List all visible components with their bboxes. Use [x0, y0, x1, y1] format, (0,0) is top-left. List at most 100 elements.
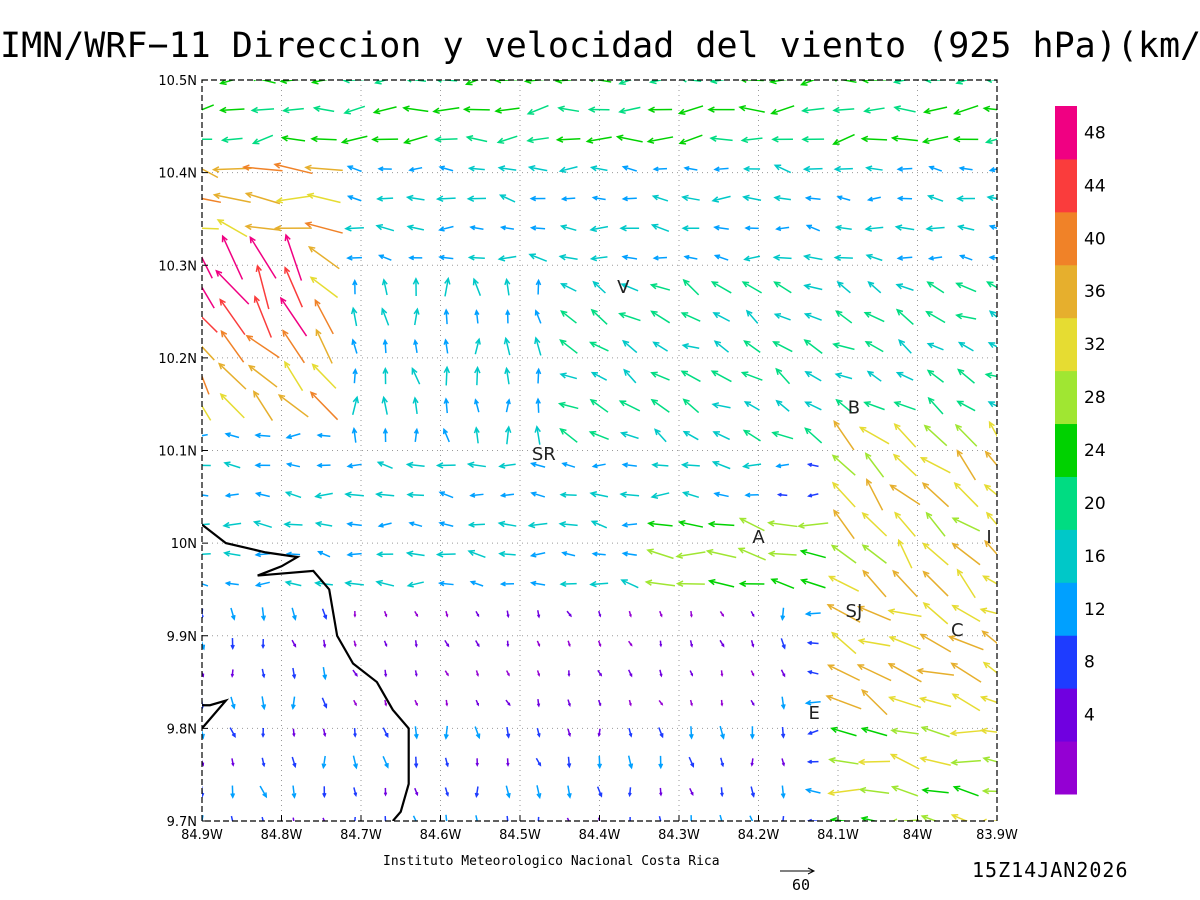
wind-vector: [344, 491, 364, 498]
wind-vector: [377, 254, 392, 261]
wind-vector: [890, 135, 919, 142]
wind-vector: [928, 165, 943, 172]
wind-vector: [505, 309, 511, 324]
wind-vector: [506, 640, 510, 648]
wind-vector: [590, 308, 608, 325]
wind-vector: [681, 225, 700, 232]
wind-vector: [405, 194, 425, 202]
wind-vector: [202, 404, 212, 421]
wind-vector: [346, 195, 362, 202]
wind-vector: [414, 610, 419, 618]
wind-vector: [244, 191, 281, 205]
city-label: E: [808, 703, 819, 724]
wind-vector: [202, 197, 222, 204]
wind-vector: [769, 80, 788, 85]
wind-vector: [282, 329, 306, 364]
colorbar-label: 24: [1084, 441, 1106, 461]
wind-vector: [832, 342, 855, 351]
wind-vector: [893, 422, 917, 448]
wind-vector: [893, 400, 916, 411]
wind-vector: [309, 276, 339, 299]
wind-vector: [202, 374, 210, 395]
wind-vector: [414, 699, 418, 707]
wind-vector: [536, 670, 541, 677]
wind-vector: [587, 106, 610, 113]
wind-vector: [832, 106, 855, 114]
wind-vector: [658, 815, 662, 821]
wind-vector: [467, 165, 485, 172]
wind-vector: [413, 307, 420, 326]
wind-vector: [956, 224, 975, 231]
reference-vector: [780, 867, 816, 875]
wind-vector: [354, 816, 356, 821]
wind-vector: [273, 162, 313, 175]
wind-vector: [982, 575, 997, 585]
wind-vector: [229, 727, 236, 739]
y-tick-label: 9.8N: [167, 722, 197, 737]
x-tick-label: 84W: [903, 828, 933, 843]
wind-vector: [497, 255, 517, 262]
wind-vector: [780, 727, 786, 739]
wind-vector: [650, 371, 670, 381]
wind-vector: [322, 786, 327, 799]
wind-vector: [499, 492, 515, 498]
wind-vector: [592, 280, 606, 294]
wind-vector: [467, 521, 485, 528]
wind-vector: [597, 640, 602, 648]
wind-vector: [559, 580, 577, 588]
colorbar-segment: [1055, 635, 1077, 689]
wind-vector: [245, 334, 280, 359]
wind-vector: [281, 106, 304, 114]
wind-vector: [321, 755, 327, 770]
wind-vector: [202, 227, 219, 230]
wind-vector: [856, 664, 892, 682]
wind-vector: [927, 396, 944, 415]
wind-vector: [535, 397, 541, 413]
wind-vector: [644, 579, 676, 587]
wind-vector: [413, 726, 419, 740]
wind-vector: [230, 696, 236, 710]
wind-vector: [737, 547, 766, 561]
wind-vector: [950, 662, 982, 683]
wind-vector: [414, 670, 418, 677]
wind-vector: [202, 316, 218, 333]
wind-vector: [650, 310, 671, 324]
wind-vector: [652, 255, 668, 261]
wind-vector: [711, 195, 731, 203]
wind-vector: [406, 491, 425, 498]
wind-vector: [892, 818, 919, 821]
wind-vector: [443, 397, 450, 414]
wind-vector: [443, 365, 451, 386]
wind-vector: [218, 106, 245, 114]
wind-vector: [499, 225, 515, 231]
wind-vector: [683, 165, 698, 172]
wind-vector: [382, 756, 389, 769]
wind-vector: [956, 568, 976, 599]
wind-vector: [619, 224, 640, 232]
wind-vector: [867, 280, 882, 294]
y-tick-label: 9.7N: [167, 815, 197, 830]
wind-vector: [627, 787, 632, 798]
wind-vector: [322, 728, 327, 738]
wind-vector: [807, 670, 819, 675]
wind-vector: [956, 449, 977, 481]
wind-vector: [805, 224, 821, 232]
wind-vector: [435, 551, 456, 558]
wind-vector: [745, 309, 759, 324]
wind-vector: [955, 282, 977, 293]
wind-vector: [474, 365, 481, 386]
wind-vector: [804, 427, 823, 444]
wind-vector: [224, 581, 239, 587]
wind-vector: [953, 481, 979, 508]
wind-vector: [750, 640, 755, 648]
wind-vector: [806, 462, 819, 468]
wind-vector: [316, 462, 331, 468]
wind-vector: [770, 578, 795, 590]
wind-vector: [898, 338, 912, 354]
wind-vector: [689, 787, 694, 796]
wind-vector: [659, 787, 663, 797]
wind-vector: [895, 308, 914, 325]
wind-vector: [925, 225, 945, 232]
wind-vector: [465, 134, 488, 143]
wind-vector: [353, 640, 357, 648]
